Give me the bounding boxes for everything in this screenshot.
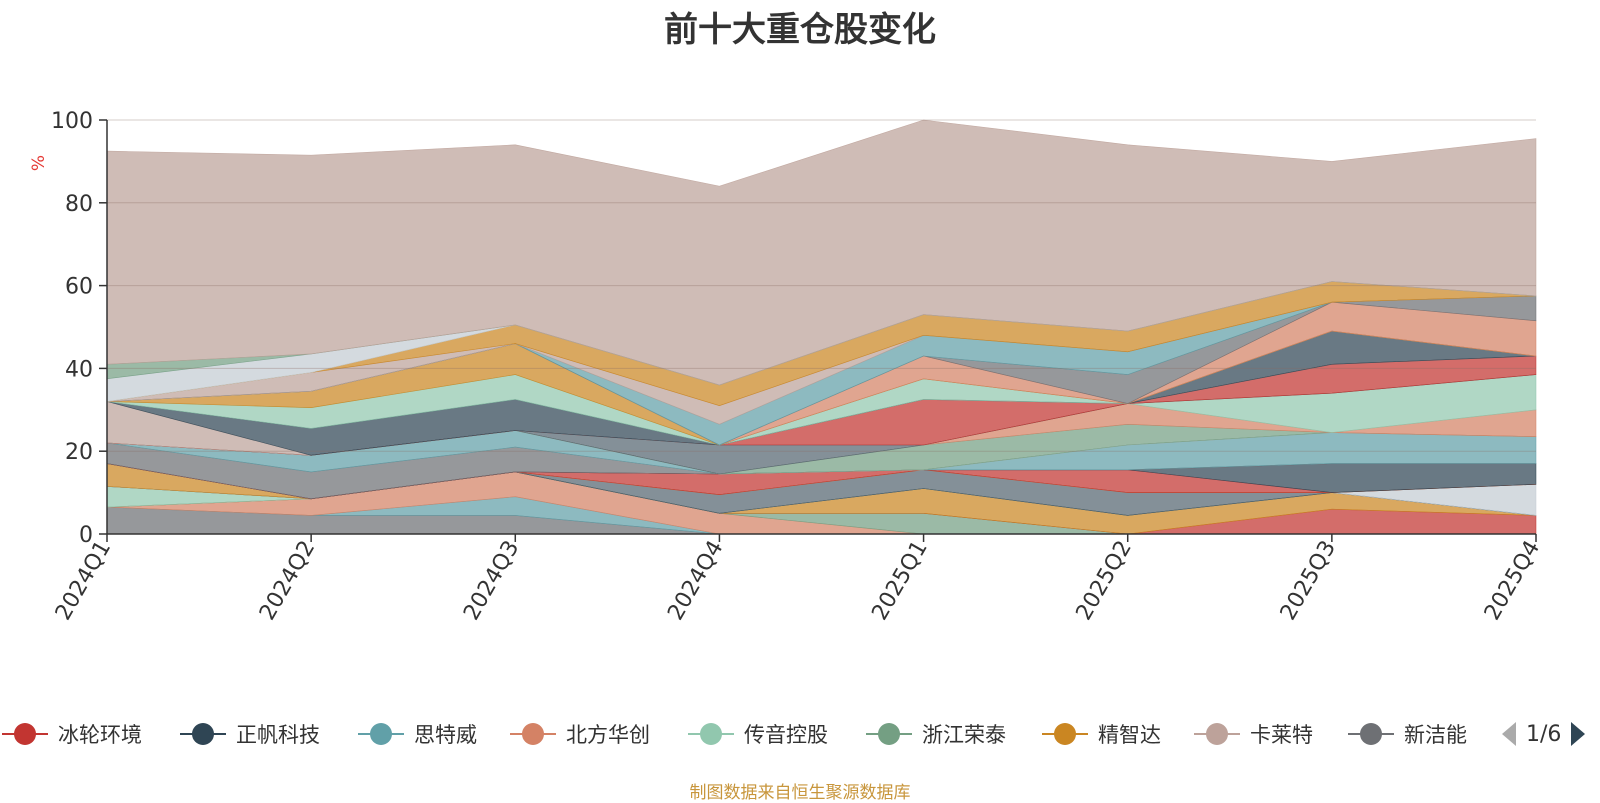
y-tick-label: 100: [51, 109, 93, 134]
legend-marker-icon: [1348, 723, 1394, 745]
legend: 冰轮环境 正帆科技 思特威 北方华创 传音控股 浙江荣泰 精智达 卡莱特 新洁能 1/6: [0, 712, 1600, 756]
legend-label: 卡莱特: [1250, 723, 1313, 747]
y-tick-label: 80: [65, 192, 93, 217]
area-series-35: [106, 119, 1537, 386]
legend-item[interactable]: 新洁能: [1346, 712, 1467, 756]
stacked-area-chart: 0 20 40 60 80 100 2024Q1 2024Q2 2024Q3 2024Q4 2025…: [29, 109, 1545, 625]
legend-marker-icon: [688, 723, 734, 745]
legend-item[interactable]: 北方华创: [508, 712, 650, 756]
legend-label: 正帆科技: [236, 723, 320, 747]
x-tick-label: 2025Q2: [1072, 537, 1137, 625]
legend-item[interactable]: 精智达: [1040, 712, 1161, 756]
legend-item[interactable]: 浙江荣泰: [864, 712, 1006, 756]
legend-label: 北方华创: [566, 723, 650, 747]
legend-label: 传音控股: [744, 723, 828, 747]
x-tick-label: 2025Q1: [867, 537, 932, 625]
gridlines: [107, 119, 1536, 452]
legend-label: 浙江荣泰: [922, 723, 1006, 747]
legend-label: 冰轮环境: [58, 723, 142, 747]
x-tick-label: 2025Q3: [1276, 537, 1341, 625]
legend-marker-icon: [2, 723, 48, 745]
legend-label: 思特威: [414, 723, 477, 747]
y-tick-label: 0: [79, 523, 93, 548]
x-tick-label: 2024Q4: [663, 537, 728, 625]
y-tick-label: 20: [65, 440, 93, 465]
y-axis-label: %: [29, 155, 49, 171]
legend-marker-icon: [866, 723, 912, 745]
x-tick-label: 2024Q2: [255, 537, 320, 625]
y-tick-label: 60: [65, 275, 93, 300]
legend-item[interactable]: 思特威: [356, 712, 477, 756]
x-tick-label: 2024Q1: [51, 537, 116, 625]
area-series-layer: [106, 119, 1537, 535]
x-tick-label: 2024Q3: [459, 537, 524, 625]
legend-marker-icon: [1042, 723, 1088, 745]
source-note: 制图数据来自恒生聚源数据库: [689, 783, 911, 803]
legend-label: 精智达: [1098, 723, 1161, 747]
legend-marker-icon: [358, 723, 404, 745]
y-tick-label: 40: [65, 357, 93, 382]
legend-item[interactable]: 卡莱特: [1192, 712, 1313, 756]
legend-marker-icon: [1194, 723, 1240, 745]
x-tick-label: 2025Q4: [1480, 537, 1545, 625]
legend-item[interactable]: 传音控股: [686, 712, 828, 756]
legend-pager: 1/6: [1500, 718, 1587, 750]
legend-marker-icon: [180, 723, 226, 745]
chart-title: 前十大重仓股变化: [664, 10, 936, 50]
legend-marker-icon: [510, 723, 556, 745]
prev-page-icon[interactable]: [1500, 720, 1518, 748]
legend-item[interactable]: 正帆科技: [178, 712, 320, 756]
legend-page-indicator: 1/6: [1526, 721, 1562, 747]
legend-item[interactable]: 冰轮环境: [0, 712, 142, 756]
next-page-icon[interactable]: [1569, 720, 1587, 748]
legend-label: 新洁能: [1404, 723, 1467, 747]
